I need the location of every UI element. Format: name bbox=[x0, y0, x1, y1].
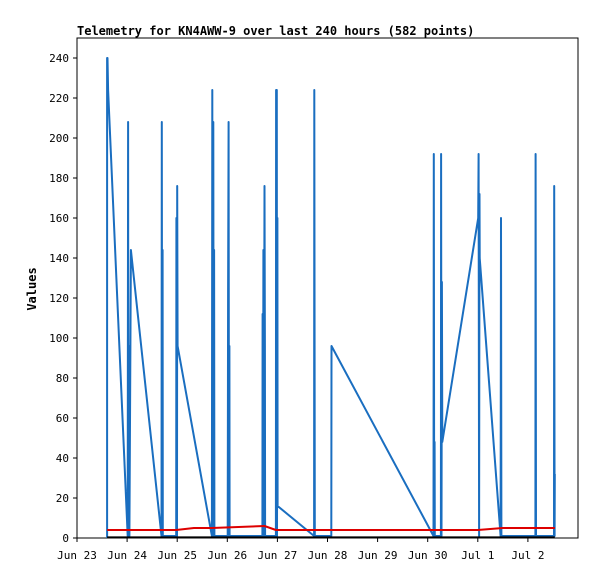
x-tick-label: Jun 25 bbox=[157, 549, 197, 562]
y-tick-label: 160 bbox=[49, 212, 69, 225]
series-layer bbox=[106, 57, 556, 539]
y-tick-label: 0 bbox=[62, 532, 69, 545]
y-tick-label: 80 bbox=[56, 372, 69, 385]
chart-title: Telemetry for KN4AWW-9 over last 240 hou… bbox=[77, 24, 474, 38]
y-tick-label: 200 bbox=[49, 132, 69, 145]
y-axis-label: Values bbox=[25, 267, 39, 310]
x-tick-label: Jul 2 bbox=[511, 549, 544, 562]
x-tick-label: Jul 1 bbox=[461, 549, 494, 562]
x-tick-label: Jun 30 bbox=[408, 549, 448, 562]
x-tick-label: Jun 28 bbox=[308, 549, 348, 562]
y-tick-label: 20 bbox=[56, 492, 69, 505]
y-tick-label: 220 bbox=[49, 92, 69, 105]
x-tick-label: Jun 29 bbox=[358, 549, 398, 562]
y-axis: 0 20 40 60 80 100 120 140 160 180 200 220 240 bbox=[49, 52, 77, 545]
x-tick-label: Jun 27 bbox=[258, 549, 298, 562]
series-line-2 bbox=[107, 525, 555, 531]
x-axis: Jun 23 Jun 24 Jun 25 Jun 26 Jun 27 Jun 28 Jun … bbox=[57, 538, 544, 562]
y-tick-label: 40 bbox=[56, 452, 69, 465]
y-tick-label: 60 bbox=[56, 412, 69, 425]
series-line-1 bbox=[106, 57, 556, 538]
x-tick-label: Jun 23 bbox=[57, 549, 97, 562]
y-tick-label: 100 bbox=[49, 332, 69, 345]
plot-area bbox=[76, 37, 579, 539]
x-tick-label: Jun 24 bbox=[107, 549, 147, 562]
y-tick-label: 120 bbox=[49, 292, 69, 305]
x-tick-label: Jun 26 bbox=[207, 549, 247, 562]
y-tick-label: 140 bbox=[49, 252, 69, 265]
y-tick-label: 240 bbox=[49, 52, 69, 65]
y-tick-label: 180 bbox=[49, 172, 69, 185]
